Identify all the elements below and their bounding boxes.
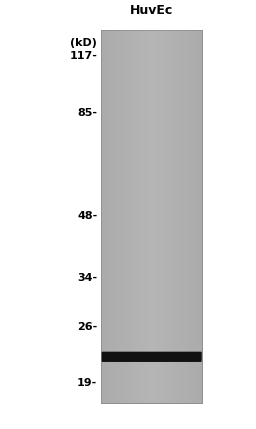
- Bar: [128, 30, 129, 403]
- Bar: [111, 30, 112, 403]
- Bar: [172, 30, 173, 403]
- Bar: [176, 30, 177, 403]
- Bar: [105, 30, 106, 403]
- Bar: [173, 30, 174, 403]
- Bar: [121, 30, 123, 403]
- Bar: [109, 30, 110, 403]
- Text: 48-: 48-: [77, 211, 97, 221]
- Text: 34-: 34-: [77, 273, 97, 284]
- Bar: [118, 30, 119, 403]
- Bar: [158, 30, 159, 403]
- Text: 26-: 26-: [77, 322, 97, 332]
- FancyBboxPatch shape: [102, 352, 202, 362]
- Bar: [179, 30, 181, 403]
- Bar: [157, 30, 158, 403]
- Bar: [138, 30, 139, 403]
- Bar: [120, 30, 121, 403]
- Text: 117-: 117-: [69, 51, 97, 61]
- Bar: [119, 30, 120, 403]
- Bar: [102, 30, 104, 403]
- Bar: [197, 30, 198, 403]
- Bar: [171, 30, 172, 403]
- Bar: [132, 30, 133, 403]
- Bar: [147, 30, 148, 403]
- Bar: [110, 30, 111, 403]
- Bar: [114, 30, 115, 403]
- Bar: [201, 30, 202, 403]
- Bar: [145, 30, 147, 403]
- Bar: [143, 30, 144, 403]
- Bar: [163, 30, 164, 403]
- Bar: [149, 30, 151, 403]
- Bar: [133, 30, 134, 403]
- Bar: [177, 30, 178, 403]
- Bar: [164, 30, 166, 403]
- Bar: [101, 30, 102, 403]
- Bar: [155, 30, 157, 403]
- Bar: [200, 30, 201, 403]
- Bar: [166, 30, 167, 403]
- Bar: [139, 30, 140, 403]
- Bar: [124, 30, 125, 403]
- Bar: [190, 30, 191, 403]
- Bar: [181, 30, 182, 403]
- Bar: [178, 30, 179, 403]
- Bar: [115, 30, 116, 403]
- Bar: [153, 30, 154, 403]
- Bar: [112, 30, 114, 403]
- Bar: [148, 30, 149, 403]
- Bar: [154, 30, 155, 403]
- Bar: [125, 30, 126, 403]
- Bar: [196, 30, 197, 403]
- Bar: [134, 30, 135, 403]
- Bar: [126, 30, 128, 403]
- Bar: [144, 30, 145, 403]
- Bar: [162, 30, 163, 403]
- Bar: [195, 30, 196, 403]
- Bar: [101, 30, 202, 403]
- Bar: [130, 30, 132, 403]
- Bar: [187, 30, 188, 403]
- Bar: [168, 30, 169, 403]
- Bar: [142, 30, 143, 403]
- Bar: [136, 30, 138, 403]
- Bar: [182, 30, 183, 403]
- Bar: [192, 30, 193, 403]
- Text: HuvEc: HuvEc: [130, 4, 173, 17]
- Bar: [104, 30, 105, 403]
- Bar: [191, 30, 192, 403]
- Bar: [101, 30, 202, 403]
- Bar: [198, 30, 200, 403]
- Bar: [108, 30, 109, 403]
- Bar: [174, 30, 176, 403]
- Bar: [140, 30, 142, 403]
- Text: 85-: 85-: [77, 109, 97, 118]
- Bar: [135, 30, 136, 403]
- Bar: [123, 30, 124, 403]
- Bar: [186, 30, 187, 403]
- Text: (kD): (kD): [70, 38, 97, 48]
- Bar: [188, 30, 190, 403]
- Bar: [151, 30, 152, 403]
- Bar: [159, 30, 161, 403]
- Bar: [185, 30, 186, 403]
- Bar: [129, 30, 130, 403]
- Bar: [152, 30, 153, 403]
- Bar: [167, 30, 168, 403]
- Bar: [106, 30, 108, 403]
- Bar: [161, 30, 162, 403]
- Bar: [116, 30, 118, 403]
- Bar: [193, 30, 195, 403]
- Bar: [183, 30, 185, 403]
- Text: 19-: 19-: [77, 378, 97, 388]
- Bar: [169, 30, 171, 403]
